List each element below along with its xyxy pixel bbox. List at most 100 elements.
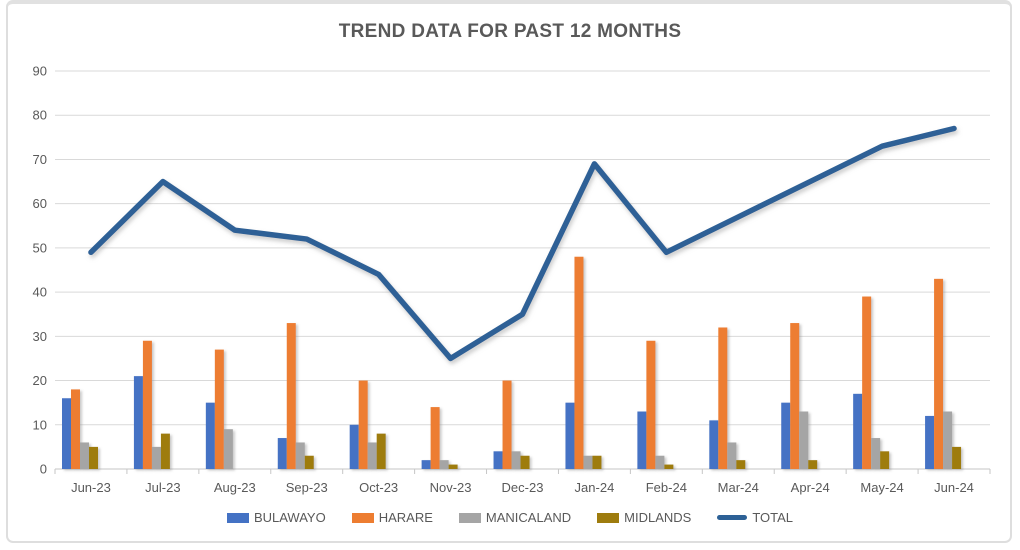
bar: [151, 446, 161, 469]
legend-swatch-manicaland: [458, 512, 481, 523]
bar: [511, 451, 521, 469]
x-axis-tick-label: Mar-24: [718, 480, 759, 495]
y-axis-tick-label: 40: [33, 285, 47, 300]
bar: [62, 398, 71, 469]
chart-title: TREND DATA FOR PAST 12 MONTHS: [338, 21, 682, 42]
bar: [295, 442, 305, 469]
bar: [853, 393, 863, 469]
bar: [781, 402, 791, 469]
bar-series-midlands: [89, 433, 962, 469]
bar: [646, 340, 656, 469]
x-axis-tick-label: Jun-23: [71, 480, 111, 495]
bar: [214, 349, 224, 469]
bar: [583, 455, 593, 469]
y-axis-tick-label: 90: [33, 64, 47, 79]
x-axis-tick-label: Oct-23: [359, 480, 398, 495]
bar: [943, 411, 953, 469]
bar: [727, 442, 737, 469]
bar: [790, 323, 800, 469]
bar: [862, 296, 872, 469]
y-axis-tick-label: 0: [40, 462, 47, 477]
legend-swatch-midlands: [597, 512, 620, 523]
legend-label: HARARE: [378, 510, 433, 525]
bar: [565, 402, 575, 469]
bar-series-bulawayo: [62, 376, 935, 469]
bar: [205, 402, 215, 469]
bar: [376, 433, 386, 469]
y-axis-tick-label: 30: [33, 329, 47, 344]
y-axis-tick-label: 80: [33, 108, 47, 123]
bar: [286, 323, 296, 469]
x-axis-tick-label: Aug-23: [214, 480, 256, 495]
y-axis-tick-label: 70: [33, 152, 47, 167]
x-axis-tick-label: Jul-23: [145, 480, 180, 495]
bar-series-manicaland: [80, 411, 953, 469]
legend-label: BULAWAYO: [253, 510, 326, 525]
legend-label: TOTAL: [752, 510, 794, 525]
bar: [736, 460, 746, 469]
bar: [502, 380, 512, 469]
legend-item-harare: HARARE: [351, 510, 433, 525]
x-axis-tick-label: Feb-24: [646, 480, 687, 495]
total-line: [88, 125, 957, 362]
legend-item-bulawayo: BULAWAYO: [226, 510, 326, 525]
x-axis-tick-label: May-24: [860, 480, 903, 495]
bar: [277, 438, 287, 469]
x-axis-tick-label: Dec-23: [502, 480, 544, 495]
y-axis-tick-label: 20: [33, 373, 47, 388]
x-axis-tick-label: Apr-24: [791, 480, 830, 495]
bar: [223, 429, 233, 469]
legend-label: MIDLANDS: [624, 510, 692, 525]
bar: [655, 455, 665, 469]
bar: [71, 389, 80, 469]
bar: [934, 278, 944, 469]
x-axis-labels: Jun-23 Jul-23 Aug-23 Sep-23 Oct-23 Nov-23 Dec-…: [71, 480, 974, 495]
y-axis-labels: 0 10 20 30 40 50 60 70 80 90: [33, 64, 47, 477]
legend-label: MANICALAND: [485, 510, 572, 525]
bar: [592, 455, 602, 469]
bar: [448, 464, 458, 469]
y-gridlines: [55, 70, 990, 426]
bar: [952, 446, 962, 469]
bar: [358, 380, 368, 469]
bar: [808, 460, 818, 469]
x-axis-tick-label: Jan-24: [575, 480, 615, 495]
legend-item-midlands: MIDLANDS: [597, 510, 691, 525]
legend-swatch-total-line: [717, 515, 748, 520]
bar: [367, 442, 377, 469]
bar: [160, 433, 170, 469]
bar: [304, 455, 314, 469]
y-axis-tick-label: 50: [33, 240, 47, 255]
bar: [718, 327, 728, 469]
bar: [421, 460, 431, 469]
bar: [664, 464, 674, 469]
bar: [430, 407, 440, 469]
x-axis-tick-label: Nov-23: [430, 480, 472, 495]
bar: [493, 451, 503, 469]
bar: [133, 376, 143, 469]
bar-series-harare: [71, 256, 944, 469]
bar: [880, 451, 890, 469]
y-axis-tick-label: 60: [33, 196, 47, 211]
legend-swatch-bulawayo: [226, 512, 249, 523]
bar: [574, 256, 584, 469]
bar: [637, 411, 647, 469]
bar: [80, 442, 89, 469]
bar: [142, 340, 152, 469]
bar: [925, 415, 935, 469]
y-axis-tick-label: 10: [33, 417, 47, 432]
bar: [871, 438, 881, 469]
bar: [439, 460, 449, 469]
bar: [89, 446, 98, 469]
legend: BULAWAYO HARARE MANICALAND MIDLANDS TOTA…: [0, 510, 1020, 525]
legend-swatch-harare: [351, 512, 374, 523]
legend-item-total: TOTAL: [717, 510, 793, 525]
x-axis-tick-label: Jun-24: [934, 480, 974, 495]
bar: [520, 455, 530, 469]
bar: [709, 420, 719, 469]
x-axis-tick-label: Sep-23: [286, 480, 328, 495]
legend-item-manicaland: MANICALAND: [458, 510, 572, 525]
bar: [349, 424, 359, 469]
